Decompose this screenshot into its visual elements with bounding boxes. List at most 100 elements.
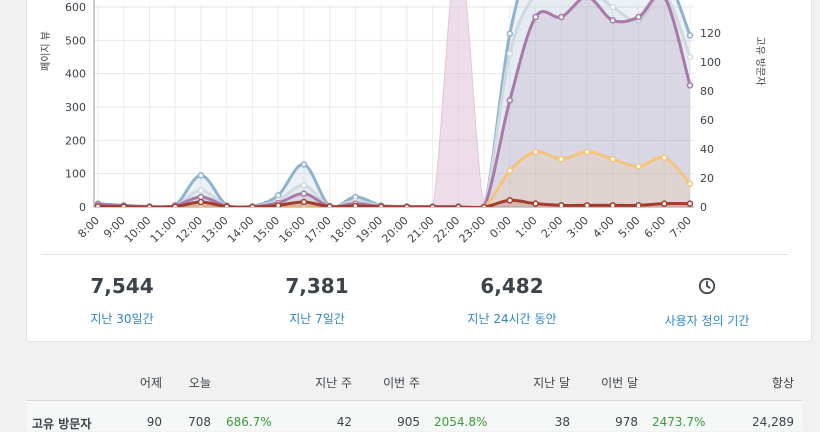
data-point <box>532 13 539 21</box>
stat-value: 7,381 <box>285 274 349 298</box>
col-header-yesterday: 어제 <box>139 376 162 390</box>
data-point <box>300 161 308 168</box>
stat-value: 6,482 <box>480 274 544 298</box>
data-point <box>249 203 256 207</box>
cell-this-month: 978 <box>615 415 638 429</box>
x-tick-label: 21:00 <box>405 214 437 246</box>
data-point <box>506 97 514 104</box>
y-left-tick: 400 <box>65 68 86 81</box>
x-tick-label: 2:00 <box>539 214 566 241</box>
y-right-tick: 100 <box>700 56 721 69</box>
data-point <box>94 203 102 207</box>
data-point <box>455 203 462 207</box>
data-point <box>300 198 308 206</box>
series-area <box>98 0 690 207</box>
data-point <box>686 53 694 61</box>
data-point <box>146 203 153 207</box>
cell-week-pct: 2054.8% <box>434 415 488 429</box>
table-row: 고유 방문자 90 708 686.7% 42 905 2054.8% 38 9… <box>26 400 802 431</box>
x-tick-label: 14:00 <box>225 214 257 246</box>
data-point <box>686 32 694 39</box>
y-left-tick: 300 <box>65 101 86 114</box>
x-tick-label: 5:00 <box>616 214 643 241</box>
cell-always: 24,289 <box>752 415 794 429</box>
data-point <box>352 202 359 207</box>
col-header-this-week: 이번 주 <box>383 376 420 390</box>
x-tick-label: 8:00 <box>75 214 102 241</box>
clock-icon <box>698 277 716 295</box>
stat-link[interactable]: 지난 24시간 동안 <box>467 312 557 326</box>
y-right-tick: 120 <box>700 27 721 40</box>
y-right-tick: 60 <box>700 114 714 127</box>
y-left-tick: 500 <box>65 34 86 47</box>
y-left-tick: 200 <box>65 134 86 147</box>
stat-link[interactable]: 지난 30일간 <box>90 312 154 326</box>
y-right-tick: 40 <box>700 143 714 156</box>
series-3 <box>94 197 694 207</box>
data-point <box>661 154 668 161</box>
col-header-this-month: 이번 달 <box>601 376 638 390</box>
x-tick-label: 16:00 <box>276 214 308 246</box>
data-point <box>609 155 617 163</box>
x-tick-label: 12:00 <box>173 214 205 246</box>
y-left-tick: 600 <box>65 1 86 14</box>
col-header-today: 오늘 <box>188 376 211 390</box>
y-left-tick: 0 <box>79 201 86 214</box>
data-point <box>558 155 565 163</box>
data-point <box>300 190 308 197</box>
col-header-last-week: 지난 주 <box>315 376 352 390</box>
y-right-tick: 20 <box>700 172 714 185</box>
data-point <box>686 200 694 207</box>
data-point <box>635 202 642 207</box>
row-label: 고유 방문자 <box>32 417 92 431</box>
data-point <box>583 148 591 156</box>
y-right-tick: 0 <box>700 201 707 214</box>
col-header-always: 항상 <box>771 376 794 390</box>
divider <box>41 254 789 255</box>
stat-link[interactable]: 사용자 정의 기간 <box>664 314 750 328</box>
x-tick-label: 18:00 <box>328 214 360 246</box>
data-point <box>661 200 668 207</box>
x-tick-label: 7:00 <box>667 214 694 241</box>
data-point <box>583 202 591 207</box>
x-tick-label: 1:00 <box>513 214 540 241</box>
series-area <box>98 0 690 207</box>
data-point <box>223 203 230 207</box>
x-tick-label: 23:00 <box>457 214 489 246</box>
data-point <box>506 50 514 57</box>
data-point <box>532 148 539 156</box>
series-area <box>98 151 690 207</box>
x-tick-label: 17:00 <box>302 214 334 246</box>
stat-link[interactable]: 지난 7일간 <box>289 312 345 326</box>
x-tick-label: 10:00 <box>122 214 154 246</box>
data-point <box>377 203 385 207</box>
x-tick-label: 0:00 <box>487 214 514 241</box>
data-point <box>197 187 205 194</box>
stat-custom-range[interactable]: 사용자 정의 기간 <box>647 277 767 329</box>
data-point <box>120 203 127 207</box>
x-tick-label: 22:00 <box>431 214 463 246</box>
data-point <box>635 163 642 170</box>
x-tick-label: 13:00 <box>199 214 231 246</box>
data-point <box>506 167 514 174</box>
traffic-chart: 0 100 200 300 400 500 600 0 20 40 60 80 100 120 페이지 뷰 고… <box>40 0 766 246</box>
data-point <box>326 203 333 207</box>
data-point <box>506 197 514 204</box>
y-right-title: 고유 방문자 <box>754 36 766 85</box>
data-point <box>171 203 179 207</box>
data-point <box>274 202 282 207</box>
stat-7-days: 7,381 지난 7일간 <box>262 274 372 327</box>
cell-today-pct: 686.7% <box>226 415 272 429</box>
cell-month-pct: 2473.7% <box>652 415 706 429</box>
data-point <box>635 13 642 21</box>
data-point <box>300 182 308 189</box>
x-tick-label: 19:00 <box>354 214 386 246</box>
data-point <box>197 198 205 206</box>
x-tick-label: 3:00 <box>565 214 592 241</box>
data-point <box>686 82 694 89</box>
x-tick-label: 4:00 <box>590 214 617 241</box>
x-tick-label: 6:00 <box>642 214 669 241</box>
data-point <box>506 30 514 37</box>
data-point <box>686 180 694 188</box>
x-tick-label: 20:00 <box>379 214 411 246</box>
